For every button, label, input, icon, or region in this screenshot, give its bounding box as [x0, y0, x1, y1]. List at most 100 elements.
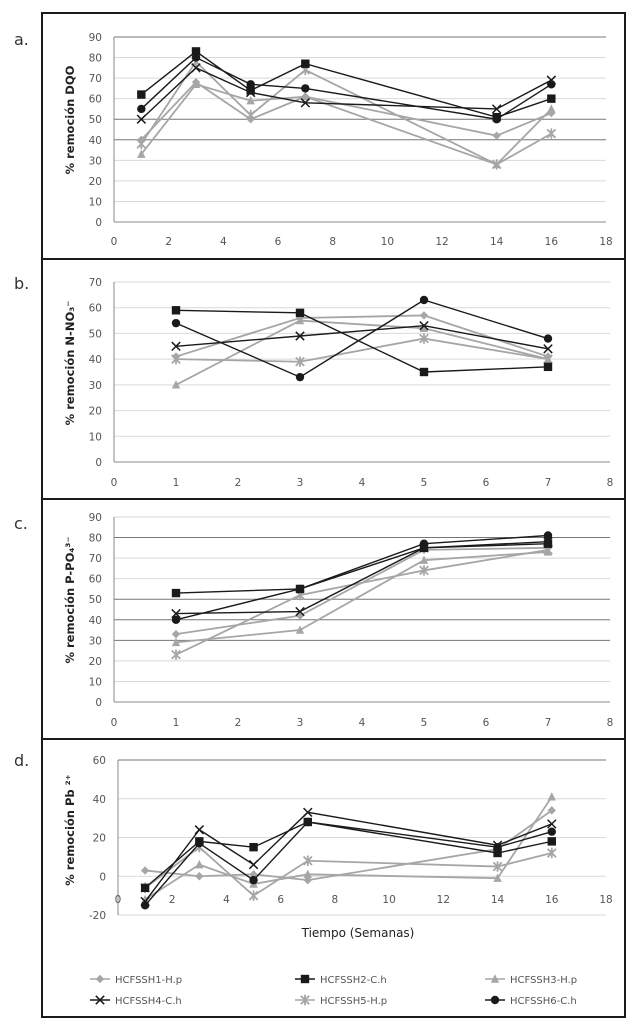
x-tick-label: 3 [297, 477, 304, 489]
x-tick-label: 8 [607, 477, 614, 489]
series-line [175, 549, 549, 656]
marker-star [300, 994, 310, 1006]
legend-item: HCFSSH3-H.p [485, 974, 577, 986]
marker-star [245, 109, 256, 121]
marker-triangle [493, 873, 502, 882]
marker-triangle [303, 869, 312, 879]
marker-circle [303, 817, 312, 827]
marker-diamond [492, 131, 501, 140]
x-tick-label: 6 [483, 477, 490, 489]
series-line [175, 551, 549, 644]
marker-circle [490, 995, 500, 1005]
x-tick-label: 4 [223, 894, 230, 906]
x-tick-label: 1 [173, 717, 180, 729]
series-hcfssh4-c-h [171, 320, 553, 354]
series-line [175, 543, 549, 594]
marker-circle [547, 827, 556, 836]
y-tick-label: 80 [89, 53, 102, 65]
legend-item: HCFSSH5-H.p [295, 994, 387, 1007]
legend-item: HCFSSH6-C.h [485, 995, 577, 1007]
marker-star [546, 128, 557, 139]
axes [117, 760, 606, 916]
series-line [175, 314, 549, 358]
series-line [140, 60, 552, 166]
marker-circle [492, 115, 501, 124]
marker-circle [295, 372, 305, 382]
panel-d-frame [41, 738, 626, 1018]
y-tick-label: 40 [93, 794, 106, 806]
legend-label: HCFSSH3-H.p [510, 975, 577, 986]
y-tick-label: 60 [89, 574, 102, 586]
y-tick-label: 50 [89, 594, 102, 606]
marker-diamond [95, 974, 105, 984]
legend-label: HCFSSH1-H.p [115, 975, 182, 986]
series-line [175, 534, 549, 621]
y-tick-label: 60 [93, 755, 106, 767]
y-tick-label: 20 [89, 656, 102, 668]
y-tick-label: 60 [89, 303, 102, 315]
marker-x [245, 87, 256, 98]
x-tick-label: 0 [115, 894, 122, 906]
x-tick-label: 3 [297, 717, 304, 729]
y-tick-label: 40 [89, 135, 102, 147]
marker-star [419, 333, 429, 344]
series-hcfssh6-c-h [137, 53, 556, 124]
x-tick-label: 7 [545, 477, 552, 489]
marker-circle [249, 875, 258, 885]
marker-x [95, 995, 105, 1005]
marker-x [171, 608, 181, 619]
marker-star [543, 353, 553, 365]
series-line [140, 56, 552, 120]
series-line [140, 67, 552, 120]
series-line [175, 540, 549, 615]
x-tick-label: 8 [607, 717, 614, 729]
x-tick-label: 14 [490, 236, 504, 248]
x-tick-label: 5 [421, 477, 428, 489]
series-hcfssh1-h-p [171, 311, 553, 361]
marker-circle [543, 334, 553, 343]
series-hcfssh2-c-h [171, 306, 553, 377]
y-tick-label: 0 [95, 697, 102, 709]
marker-circle [493, 842, 502, 852]
marker-star [248, 890, 259, 901]
legend-item: HCFSSH4-C.h [90, 995, 182, 1007]
y-axis-title: % remoción P-PO₄³⁻ [63, 536, 77, 663]
marker-triangle [490, 974, 500, 983]
marker-square [191, 47, 201, 56]
x-tick-label: 8 [332, 894, 339, 906]
legend-label: HCFSSH4-C.h [115, 996, 182, 1007]
marker-x [543, 344, 553, 354]
y-tick-label: 30 [89, 635, 102, 647]
y-tick-label: 40 [89, 615, 102, 627]
marker-circle [140, 901, 150, 910]
marker-x [300, 98, 311, 108]
series-hcfssh2-c-h [140, 817, 556, 893]
y-axis-title: % remoción DQO [63, 65, 77, 174]
x-tick-label: 10 [381, 236, 394, 248]
x-tick-label: 18 [599, 236, 612, 248]
y-tick-label: 0 [95, 457, 102, 469]
x-tick-label: 5 [421, 717, 428, 729]
y-tick-label: 0 [99, 871, 106, 883]
marker-diamond [140, 866, 150, 875]
y-tick-label: 10 [89, 431, 102, 443]
series-hcfssh6-c-h [140, 817, 556, 910]
marker-x [136, 114, 147, 124]
y-tick-label: 10 [89, 676, 102, 688]
marker-square [246, 86, 255, 95]
marker-square [301, 59, 310, 68]
x-tick-label: 2 [235, 477, 242, 489]
x-tick-labels: 0 1 2 3 4 5 6 7 8 [111, 717, 614, 729]
marker-star [171, 649, 181, 660]
marker-triangle [547, 792, 556, 801]
y-tick-label: 70 [89, 553, 102, 565]
marker-triangle [301, 91, 310, 101]
series-line [175, 309, 549, 373]
y-tick-label: 30 [89, 155, 102, 167]
marker-circle [246, 80, 255, 89]
marker-square [140, 883, 150, 893]
marker-triangle [195, 859, 204, 869]
chart-panel-c: c. % remoción P-PO₄³⁻ 010203040506070809… [14, 512, 613, 729]
marker-star [492, 861, 503, 872]
marker-x [171, 341, 181, 352]
